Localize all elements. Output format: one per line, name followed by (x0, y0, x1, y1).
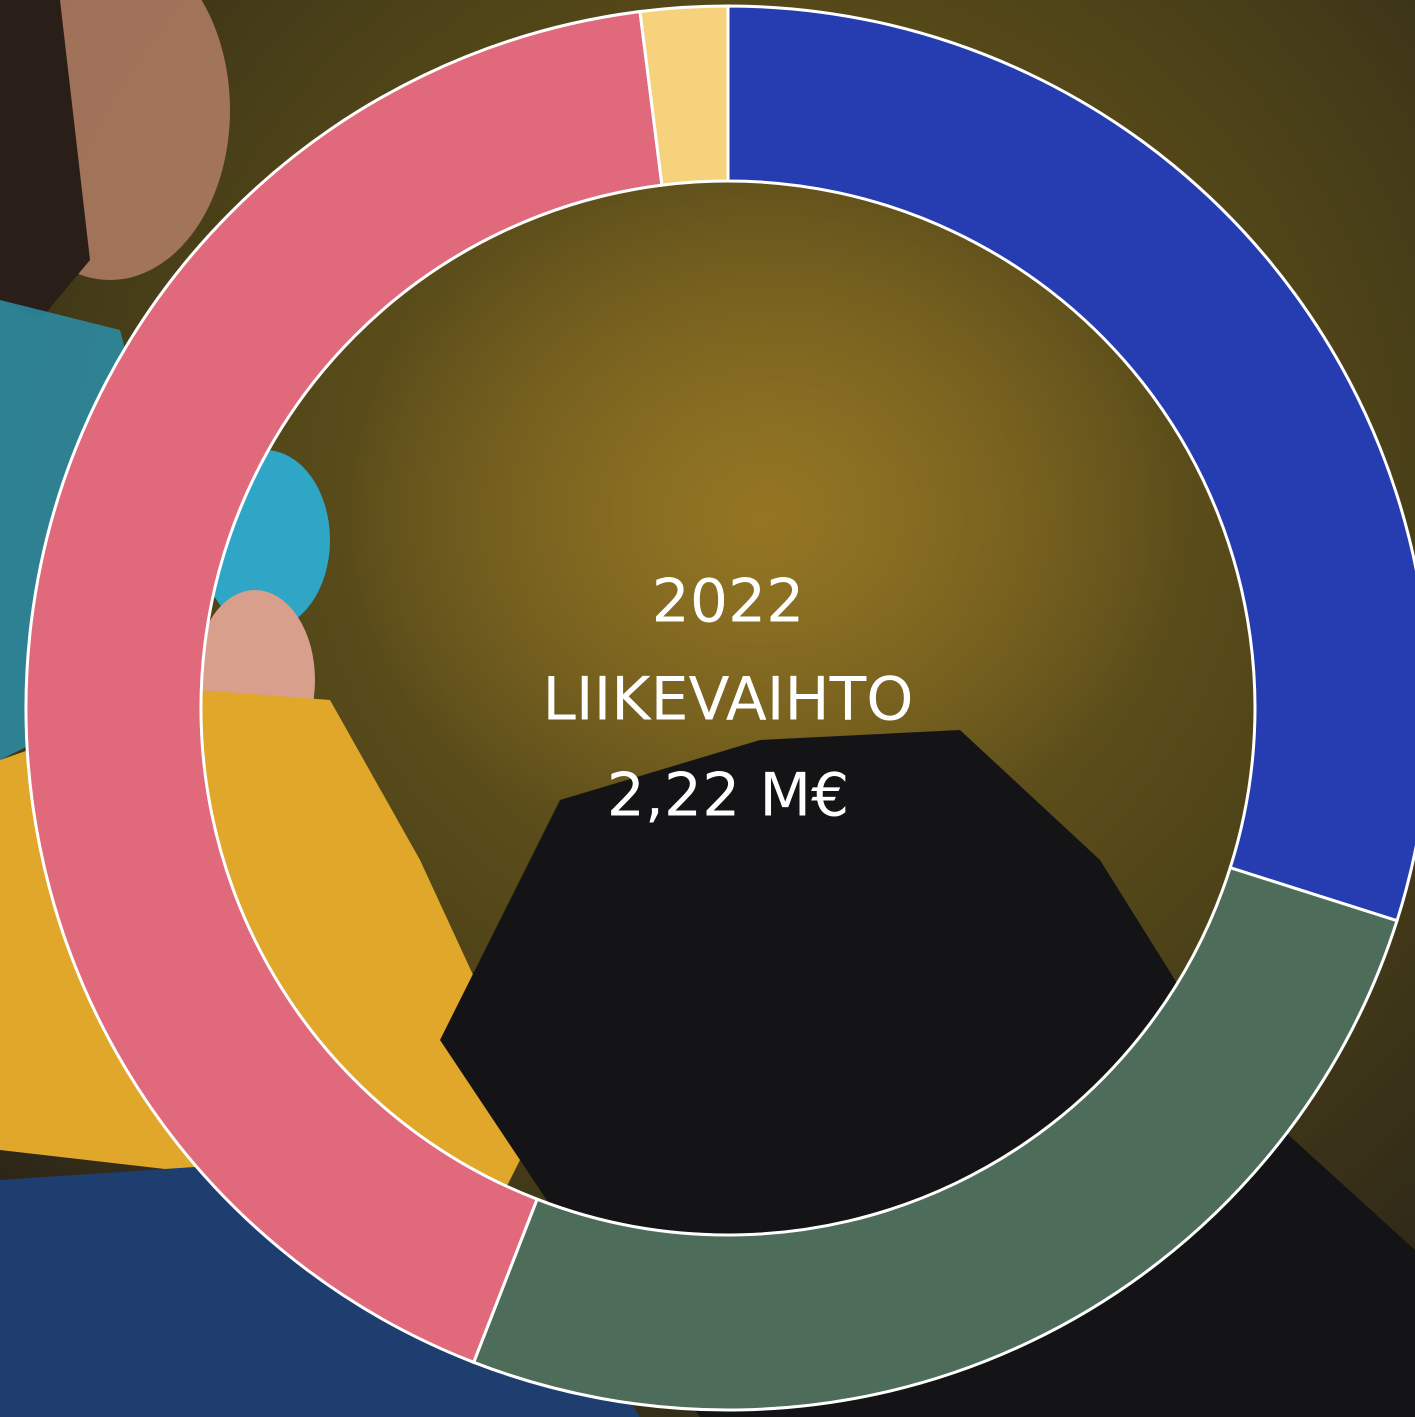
center-value: 2,22 M€ (607, 761, 850, 831)
center-label: LIIKEVAIHTO (542, 665, 913, 735)
chart: 2022 LIIKEVAIHTO 2,22 M€ (0, 0, 1415, 1417)
center-year: 2022 (652, 567, 805, 637)
page: 2022 LIIKEVAIHTO 2,22 M€ (() => { const … (0, 0, 1415, 1417)
